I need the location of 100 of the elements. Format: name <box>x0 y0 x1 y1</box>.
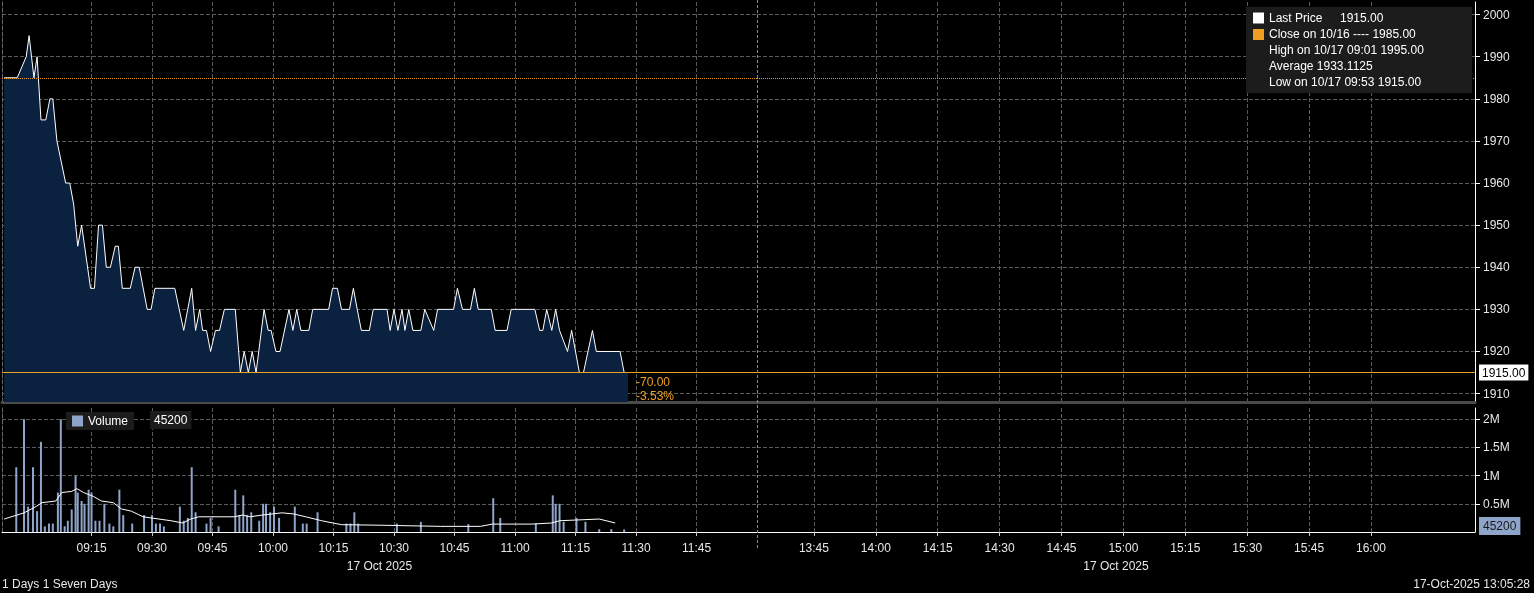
x-tick-label: 15:45 <box>1294 541 1325 555</box>
y-tick-label: 1M <box>1483 468 1500 483</box>
bar <box>238 515 241 532</box>
bar <box>305 523 308 532</box>
bar <box>234 489 237 532</box>
y-tick-label: 1920 <box>1483 344 1511 359</box>
bar <box>118 489 121 532</box>
bar <box>316 512 319 532</box>
annotation: -70.00 <box>636 374 671 389</box>
bar <box>205 523 208 532</box>
bar <box>246 515 249 532</box>
bar <box>131 523 134 532</box>
bar <box>194 512 197 532</box>
bar <box>80 501 83 532</box>
bar <box>162 526 165 532</box>
y-tick-label: 1930 <box>1483 302 1511 317</box>
text: 17-Oct-2025 13:05:28 <box>1413 577 1531 591</box>
bar <box>217 526 220 532</box>
bar <box>83 503 86 532</box>
x-tick-label: 14:30 <box>984 541 1015 555</box>
bar <box>353 512 356 532</box>
bar <box>36 511 39 532</box>
bar <box>190 467 193 532</box>
x-tick-label: 15:15 <box>1170 541 1201 555</box>
ref-line-label: 1915.00 <box>1482 365 1526 380</box>
bar <box>269 512 272 532</box>
text: 45200 <box>1483 519 1517 533</box>
bar <box>122 515 125 532</box>
x-tick-label: 10:15 <box>318 541 349 555</box>
bar <box>31 467 34 532</box>
y-tick-label: 1950 <box>1483 218 1511 233</box>
bar <box>70 509 73 532</box>
x-tick-label: 11:45 <box>681 541 712 555</box>
y-tick-label: 0.5M <box>1483 496 1510 511</box>
y-tick-label: 1940 <box>1483 260 1511 275</box>
annotation: 45200 <box>154 413 188 427</box>
bar <box>108 523 111 532</box>
bar <box>43 526 46 532</box>
y-tick-label: 1990 <box>1483 49 1511 64</box>
bar <box>159 523 162 532</box>
bar <box>15 467 18 532</box>
bar <box>551 495 554 532</box>
legend-label: Last Price <box>1269 11 1323 25</box>
annotation: 1915.00 <box>1340 11 1384 25</box>
x-tick-label: 11:00 <box>500 541 530 555</box>
annotation: Low on 10/17 09:53 1915.00 <box>1269 75 1422 89</box>
bar <box>39 441 42 532</box>
bar <box>112 526 115 532</box>
annotation: Average 1933.1125 <box>1269 59 1373 73</box>
bar <box>584 521 587 532</box>
annotation: -3.53% <box>636 388 675 403</box>
bar <box>623 529 626 532</box>
x-tick-label: 09:45 <box>197 541 228 555</box>
bar <box>265 503 268 532</box>
y-tick-label: 2000 <box>1483 7 1511 22</box>
bar <box>90 492 93 532</box>
text: 1 Days 1 Seven Days <box>2 577 118 591</box>
bar <box>47 523 50 532</box>
bar <box>87 489 90 532</box>
bar <box>492 498 495 532</box>
y-tick-label: 2M <box>1483 412 1500 427</box>
bar <box>178 506 181 532</box>
bar <box>301 523 304 532</box>
annotation: Close on 10/16 ---- 1985.00 <box>1269 27 1417 41</box>
bar <box>562 521 565 532</box>
x-tick-label: 14:45 <box>1046 541 1077 555</box>
x-tick-label: 14:15 <box>922 541 954 555</box>
bar <box>558 503 561 532</box>
bar <box>59 419 62 532</box>
bar <box>103 503 106 532</box>
x-tick-label: 10:45 <box>439 541 470 555</box>
bar <box>242 495 245 532</box>
bar <box>293 506 296 532</box>
bar <box>23 419 26 532</box>
x-tick-label: 09:15 <box>76 541 107 555</box>
y-tick-label: 1.5M <box>1483 440 1510 455</box>
x-tick-label: 09:30 <box>137 541 168 555</box>
legend-label: Volume <box>88 414 129 428</box>
bar <box>598 529 601 532</box>
bar <box>66 520 69 532</box>
x-axis-title: 17 Oct 2025 <box>1083 559 1150 573</box>
x-tick-label: 16:00 <box>1356 541 1387 555</box>
x-tick-label: 10:30 <box>379 541 410 555</box>
bar <box>27 506 30 532</box>
annotation: High on 10/17 09:01 1995.00 <box>1269 43 1425 57</box>
bar <box>154 523 157 532</box>
bar <box>143 515 146 532</box>
bar <box>610 529 613 532</box>
bar <box>250 512 253 532</box>
bar <box>74 475 77 532</box>
x-tick-label: 11:15 <box>560 541 591 555</box>
bar <box>51 523 54 532</box>
bar <box>272 506 275 532</box>
bar <box>278 517 281 532</box>
y-tick-label: 1910 <box>1483 386 1511 401</box>
bar <box>258 520 261 532</box>
y-tick-label: 1960 <box>1483 176 1511 191</box>
bar <box>209 517 212 532</box>
y-tick-label: 1980 <box>1483 91 1511 106</box>
x-tick-label: 15:30 <box>1232 541 1263 555</box>
